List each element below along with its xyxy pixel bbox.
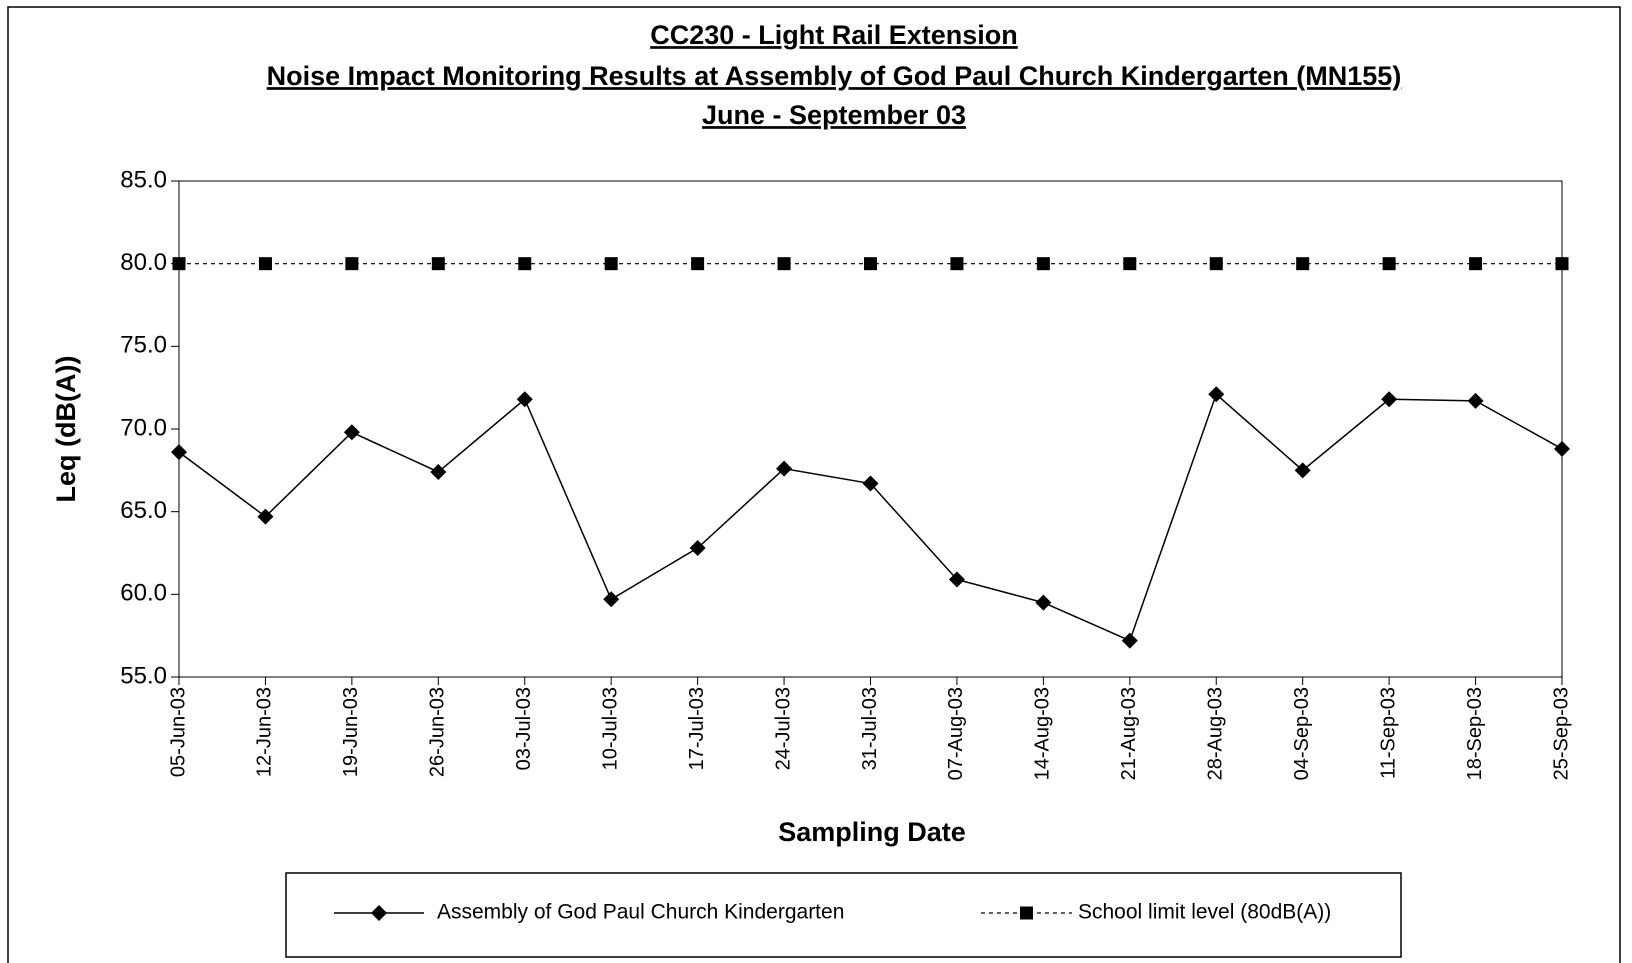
y-tick-label: 75.0 (120, 332, 167, 359)
square-marker (172, 257, 186, 271)
square-marker (1209, 257, 1223, 271)
x-tick-label: 18-Sep-03 (1464, 687, 1486, 780)
diamond-marker (689, 540, 706, 557)
diamond-marker (862, 475, 879, 492)
diamond-marker (1381, 391, 1398, 408)
diamond-marker (1121, 632, 1138, 649)
x-tick-label: 21-Aug-03 (1118, 687, 1140, 780)
x-tick-label: 05-Jun-03 (167, 687, 189, 777)
diamond-marker (343, 424, 360, 441)
square-marker (1296, 257, 1310, 271)
legend-marker (1020, 906, 1033, 920)
x-tick-label: 24-Jul-03 (772, 687, 794, 770)
legend-marker (371, 905, 387, 921)
square-marker (258, 257, 272, 271)
y-axis-title: Leq (dB(A)) (51, 356, 81, 503)
diamond-marker (948, 571, 965, 588)
x-tick-label: 31-Jul-03 (859, 687, 881, 770)
y-tick-label: 80.0 (120, 249, 167, 276)
diamond-marker (430, 463, 447, 480)
x-tick-label: 04-Sep-03 (1291, 687, 1313, 780)
legend-label: School limit level (80dB(A)) (1078, 901, 1331, 924)
square-marker (518, 257, 532, 271)
diamond-marker (776, 460, 793, 477)
diamond-marker (603, 591, 620, 608)
diamond-marker (1467, 392, 1484, 409)
square-marker (691, 257, 705, 271)
x-tick-label: 11-Sep-03 (1377, 687, 1399, 779)
square-marker (1036, 257, 1050, 271)
diamond-marker (257, 508, 274, 525)
plot-area (178, 180, 1563, 678)
square-marker (1382, 257, 1396, 271)
x-tick-label: 25-Sep-03 (1550, 687, 1572, 780)
y-tick-label: 70.0 (120, 414, 167, 441)
square-marker (1469, 257, 1483, 271)
square-marker (777, 257, 791, 271)
x-tick-label: 12-Jun-03 (254, 687, 276, 777)
x-tick-label: 28-Aug-03 (1205, 687, 1227, 780)
y-tick-label: 85.0 (120, 166, 167, 193)
legend-box (285, 872, 1402, 958)
diamond-marker (1035, 594, 1052, 611)
chart-title: Noise Impact Monitoring Results at Assem… (267, 61, 1402, 91)
x-axis-title: Sampling Date (778, 817, 966, 847)
chart-frame (7, 6, 1621, 963)
square-marker (345, 257, 359, 271)
square-marker (604, 257, 618, 271)
square-marker (950, 257, 964, 271)
square-marker (1555, 257, 1569, 271)
y-tick-label: 55.0 (120, 662, 167, 689)
square-marker (864, 257, 877, 271)
x-tick-label: 03-Jul-03 (513, 687, 535, 770)
diamond-marker (516, 391, 533, 408)
series-line (178, 392, 1563, 642)
x-tick-label: 19-Jun-03 (340, 687, 362, 777)
y-tick-label: 65.0 (120, 497, 167, 524)
chart-title: June - September 03 (702, 100, 966, 130)
diamond-marker (1208, 386, 1225, 403)
square-marker (1123, 257, 1137, 271)
x-tick-label: 26-Jun-03 (427, 687, 449, 777)
x-tick-label: 17-Jul-03 (686, 687, 708, 770)
x-tick-label: 07-Aug-03 (945, 687, 967, 780)
diamond-marker (1294, 462, 1311, 479)
y-tick-label: 60.0 (120, 580, 167, 607)
legend-label: Assembly of God Paul Church Kindergarten (437, 901, 844, 924)
x-tick-label: 14-Aug-03 (1032, 687, 1054, 780)
diamond-marker (1554, 440, 1570, 457)
diamond-marker (171, 444, 187, 461)
square-marker (431, 257, 445, 271)
x-tick-label: 10-Jul-03 (599, 687, 621, 770)
chart-title: CC230 - Light Rail Extension (650, 20, 1018, 50)
